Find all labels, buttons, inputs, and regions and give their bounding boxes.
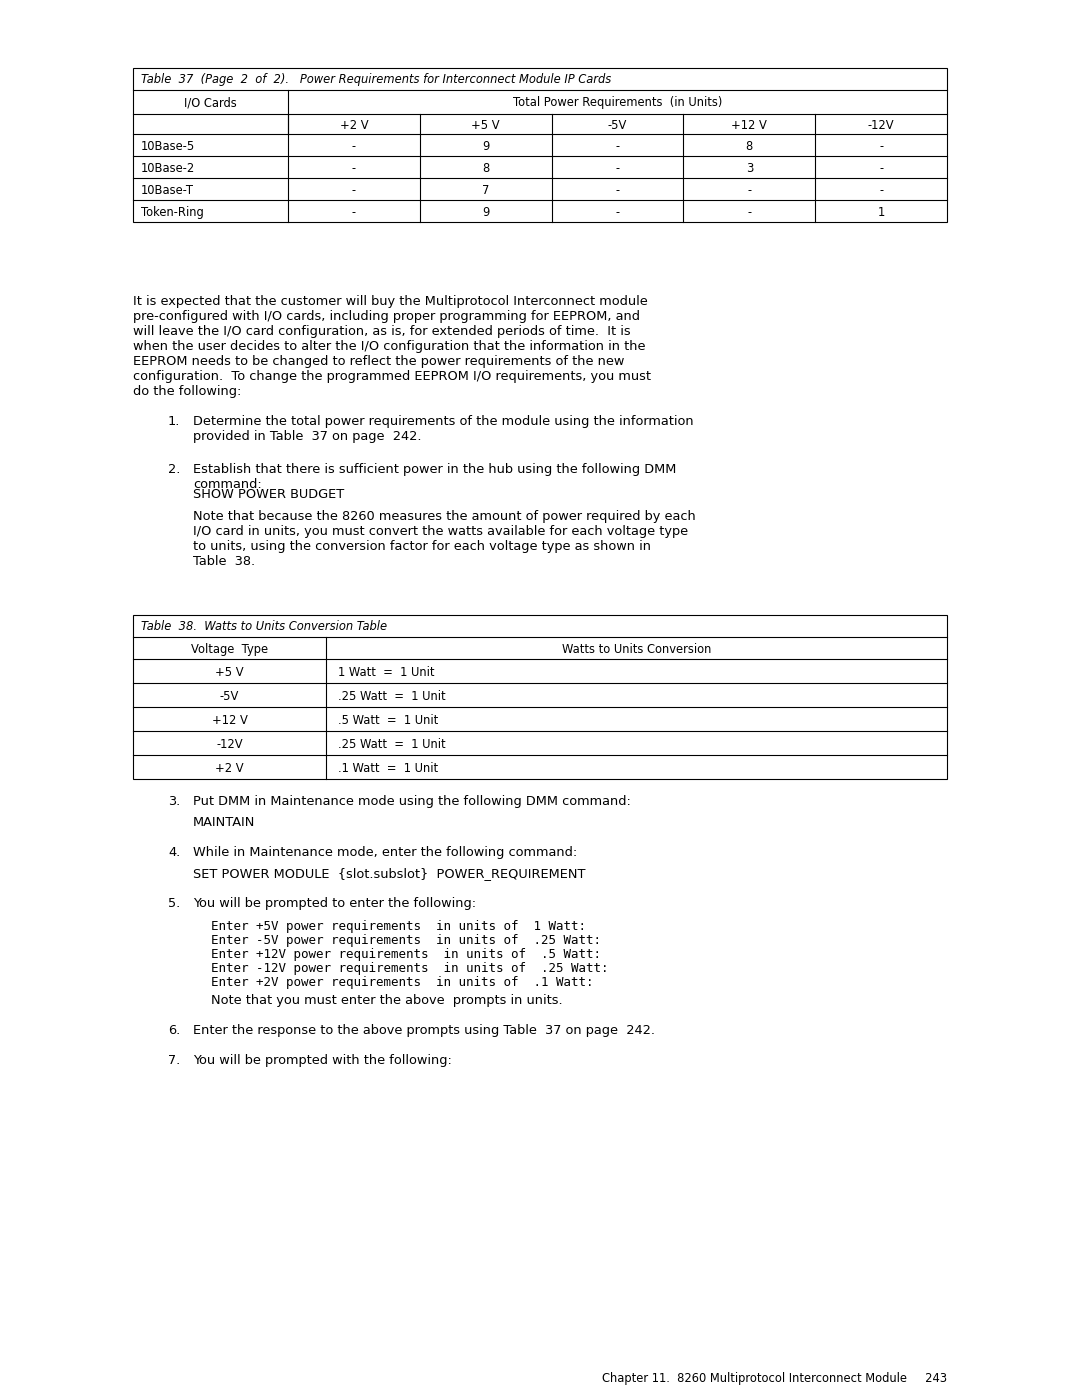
Text: 1: 1 [877,205,885,219]
Text: -: - [616,205,620,219]
Text: Enter +2V power requirements  in units of  .1 Watt:: Enter +2V power requirements in units of… [211,977,594,989]
Text: You will be prompted to enter the following:: You will be prompted to enter the follow… [193,897,476,909]
Text: command:: command: [193,478,261,490]
Text: -5V: -5V [220,690,239,703]
Text: +2 V: +2 V [215,761,244,775]
Text: -: - [879,140,883,154]
Text: Voltage  Type: Voltage Type [191,643,268,657]
Text: 8: 8 [745,140,753,154]
Text: .25 Watt  =  1 Unit: .25 Watt = 1 Unit [338,738,446,752]
Text: 1.: 1. [168,415,180,427]
Text: 5.: 5. [168,897,180,909]
Text: -: - [747,205,752,219]
Text: -5V: -5V [608,119,627,131]
Text: Table  37  (Page  2  of  2).   Power Requirements for Interconnect Module IP Car: Table 37 (Page 2 of 2). Power Requiremen… [141,73,611,87]
Text: 10Base-2: 10Base-2 [141,162,195,175]
Text: Enter -12V power requirements  in units of  .25 Watt:: Enter -12V power requirements in units o… [211,963,608,975]
Text: to units, using the conversion factor for each voltage type as shown in: to units, using the conversion factor fo… [193,541,651,553]
Text: Note that you must enter the above  prompts in units.: Note that you must enter the above promp… [211,995,563,1007]
Text: Enter +5V power requirements  in units of  1 Watt:: Enter +5V power requirements in units of… [211,921,586,933]
Text: Chapter 11.  8260 Multiprotocol Interconnect Module     243: Chapter 11. 8260 Multiprotocol Interconn… [602,1372,947,1384]
Text: 9: 9 [482,140,489,154]
Text: -: - [616,162,620,175]
Text: Enter +12V power requirements  in units of  .5 Watt:: Enter +12V power requirements in units o… [211,949,600,961]
Text: It is expected that the customer will buy the Multiprotocol Interconnect module: It is expected that the customer will bu… [133,295,648,307]
Text: I/O Cards: I/O Cards [184,96,237,109]
Text: +5 V: +5 V [215,666,244,679]
Text: configuration.  To change the programmed EEPROM I/O requirements, you must: configuration. To change the programmed … [133,370,651,383]
Text: will leave the I/O card configuration, as is, for extended periods of time.  It : will leave the I/O card configuration, a… [133,326,631,338]
Text: +2 V: +2 V [339,119,368,131]
Text: 8: 8 [482,162,489,175]
Text: 2.: 2. [168,462,180,476]
Text: Total Power Requirements  (in Units): Total Power Requirements (in Units) [513,96,723,109]
Text: Determine the total power requirements of the module using the information: Determine the total power requirements o… [193,415,693,427]
Bar [133,615,947,780]
Text: Enter -5V power requirements  in units of  .25 Watt:: Enter -5V power requirements in units of… [211,935,600,947]
Text: 10Base-5: 10Base-5 [141,140,195,154]
Text: -: - [879,184,883,197]
Text: do the following:: do the following: [133,386,241,398]
Text: Token-Ring: Token-Ring [141,205,204,219]
Text: 10Base-T: 10Base-T [141,184,194,197]
Text: I/O card in units, you must convert the watts available for each voltage type: I/O card in units, you must convert the … [193,525,688,538]
Text: Establish that there is sufficient power in the hub using the following DMM: Establish that there is sufficient power… [193,462,676,476]
Text: 7.: 7. [168,1053,180,1067]
Text: .1 Watt  =  1 Unit: .1 Watt = 1 Unit [338,761,438,775]
Text: 9: 9 [482,205,489,219]
Text: -: - [616,184,620,197]
Text: -: - [879,162,883,175]
Text: SET POWER MODULE  {slot.subslot}  POWER_REQUIREMENT: SET POWER MODULE {slot.subslot} POWER_RE… [193,868,585,880]
Text: 7: 7 [482,184,489,197]
Text: Table  38.: Table 38. [193,555,255,569]
Text: SHOW POWER BUDGET: SHOW POWER BUDGET [193,488,345,502]
Text: Enter the response to the above prompts using Table  37 on page  242.: Enter the response to the above prompts … [193,1024,654,1037]
Text: -: - [352,184,356,197]
Text: provided in Table  37 on page  242.: provided in Table 37 on page 242. [193,430,421,443]
Text: 1 Watt  =  1 Unit: 1 Watt = 1 Unit [338,666,434,679]
Text: -: - [352,205,356,219]
Text: Note that because the 8260 measures the amount of power required by each: Note that because the 8260 measures the … [193,510,696,522]
Text: .5 Watt  =  1 Unit: .5 Watt = 1 Unit [338,714,438,726]
Text: Put DMM in Maintenance mode using the following DMM command:: Put DMM in Maintenance mode using the fo… [193,795,631,807]
Text: You will be prompted with the following:: You will be prompted with the following: [193,1053,451,1067]
Text: Table  38.  Watts to Units Conversion Table: Table 38. Watts to Units Conversion Tabl… [141,620,387,633]
Text: While in Maintenance mode, enter the following command:: While in Maintenance mode, enter the fol… [193,847,577,859]
Text: Watts to Units Conversion: Watts to Units Conversion [562,643,712,657]
Text: -: - [747,184,752,197]
Text: +5 V: +5 V [471,119,500,131]
Text: -: - [352,162,356,175]
Text: +12 V: +12 V [212,714,247,726]
Text: -: - [616,140,620,154]
Text: EEPROM needs to be changed to reflect the power requirements of the new: EEPROM needs to be changed to reflect th… [133,355,624,367]
Text: .25 Watt  =  1 Unit: .25 Watt = 1 Unit [338,690,446,703]
Text: 4.: 4. [168,847,180,859]
Text: 6.: 6. [168,1024,180,1037]
Text: MAINTAIN: MAINTAIN [193,816,255,828]
Text: +12 V: +12 V [731,119,767,131]
Bar [133,68,947,222]
Text: pre-configured with I/O cards, including proper programming for EEPROM, and: pre-configured with I/O cards, including… [133,310,640,323]
Text: -12V: -12V [868,119,894,131]
Text: -: - [352,140,356,154]
Text: when the user decides to alter the I/O configuration that the information in the: when the user decides to alter the I/O c… [133,339,646,353]
Text: 3.: 3. [168,795,180,807]
Text: 3: 3 [745,162,753,175]
Text: -12V: -12V [216,738,243,752]
